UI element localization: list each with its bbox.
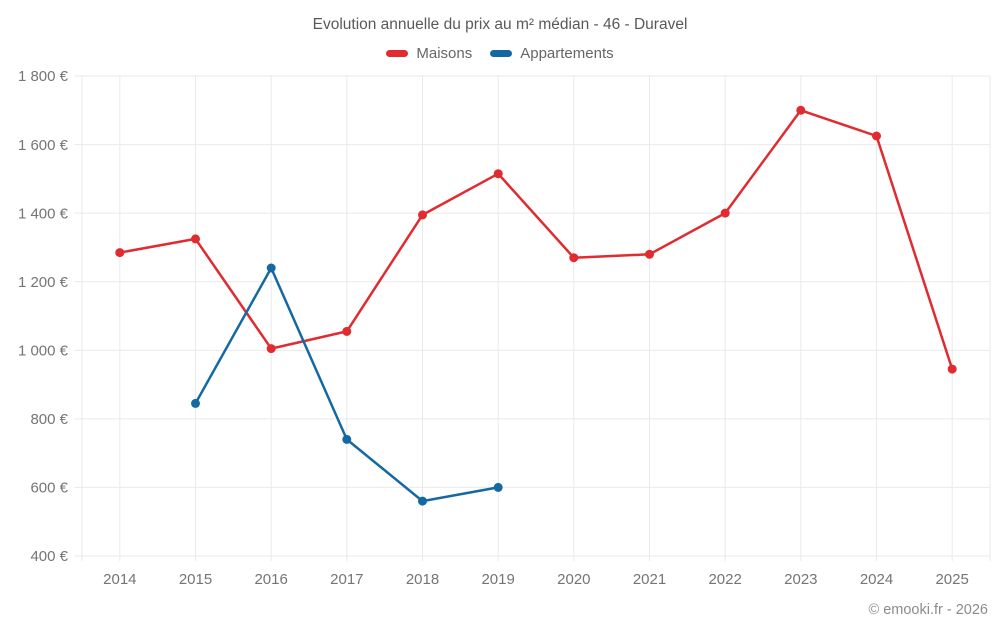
data-point-maisons-2017[interactable] [342, 326, 352, 336]
copyright-credit: © emooki.fr - 2026 [868, 602, 988, 618]
legend: Maisons Appartements [0, 45, 1000, 62]
x-tick-label: 2017 [330, 571, 363, 588]
data-point-maisons-2023[interactable] [796, 105, 806, 115]
data-point-maisons-2018[interactable] [418, 210, 427, 220]
data-point-maisons-2024[interactable] [872, 131, 881, 141]
x-tick-label: 2021 [633, 571, 666, 588]
x-tick-label: 2016 [254, 571, 287, 588]
maisons-series-swatch-icon [386, 50, 409, 57]
appartements-series-swatch-icon [490, 50, 513, 57]
y-tick-label: 600 € [30, 480, 68, 497]
data-point-appartements-2017[interactable] [342, 434, 352, 444]
x-tick-label: 2023 [784, 571, 817, 588]
y-tick-label: 1 000 € [18, 342, 69, 359]
data-point-appartements-2019[interactable] [493, 482, 503, 492]
data-point-maisons-2016[interactable] [266, 344, 276, 354]
y-tick-label: 1 400 € [18, 205, 69, 222]
legend-label-maisons: Maisons [416, 45, 473, 62]
legend-item-maisons[interactable]: Maisons [386, 45, 472, 62]
x-tick-label: 2020 [557, 571, 590, 588]
data-point-maisons-2020[interactable] [569, 253, 579, 263]
x-tick-label: 2025 [935, 571, 968, 588]
data-point-maisons-2014[interactable] [115, 248, 125, 258]
legend-label-appartements: Appartements [520, 45, 614, 62]
data-point-appartements-2015[interactable] [191, 398, 200, 408]
data-point-appartements-2016[interactable] [266, 263, 276, 273]
data-point-maisons-2025[interactable] [947, 364, 957, 374]
y-tick-label: 800 € [30, 411, 68, 428]
series-line-maisons [118, 109, 954, 371]
y-tick-label: 400 € [30, 548, 68, 565]
x-tick-label: 2015 [179, 571, 212, 588]
legend-item-appartements[interactable]: Appartements [490, 45, 614, 62]
chart-title: Evolution annuelle du prix au m² médian … [312, 16, 688, 33]
data-point-maisons-2015[interactable] [191, 234, 200, 244]
data-point-maisons-2021[interactable] [645, 249, 654, 259]
x-tick-label: 2022 [708, 571, 741, 588]
x-tick-label: 2019 [481, 571, 514, 588]
x-tick-label: 2024 [860, 571, 893, 588]
data-point-maisons-2019[interactable] [493, 169, 503, 179]
x-tick-label: 2014 [103, 571, 136, 588]
y-tick-label: 1 600 € [18, 137, 69, 154]
y-tick-label: 1 200 € [18, 274, 69, 291]
data-point-maisons-2022[interactable] [720, 208, 730, 218]
y-tick-label: 1 800 € [18, 68, 69, 85]
x-tick-label: 2018 [406, 571, 439, 588]
data-point-appartements-2018[interactable] [418, 496, 427, 506]
